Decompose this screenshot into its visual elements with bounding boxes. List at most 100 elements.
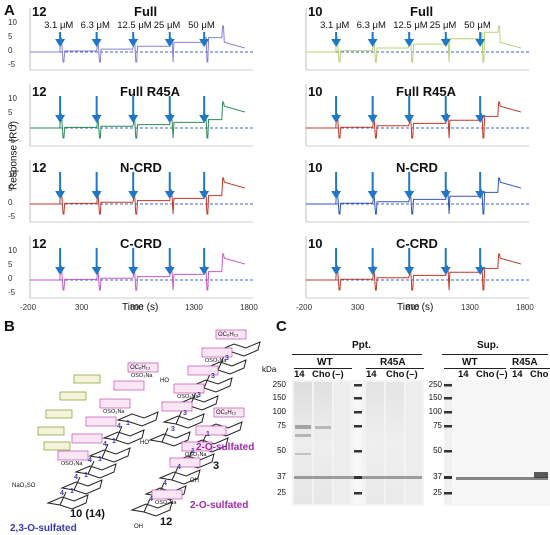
group-oso3na-1: OSO₃Na <box>131 373 153 379</box>
x-tick-label: -200 <box>20 303 37 312</box>
ppt-divider <box>292 354 422 355</box>
x-tick-label: -200 <box>296 303 313 312</box>
condition-label: Full R45A <box>396 84 456 99</box>
injection-arrow <box>440 96 451 123</box>
response-trace <box>30 25 246 63</box>
y-tick-label: 5 <box>8 184 13 193</box>
injection-arrow <box>331 172 342 199</box>
injection-arrow <box>475 96 486 123</box>
concentration-label: 50 μM <box>464 20 491 31</box>
structure-drawing: 111 11 444 44 333 33 44 411 <box>37 329 261 517</box>
compound-14-number: (14) <box>85 508 105 520</box>
injection-arrow <box>404 248 415 275</box>
group-oh-1: OH <box>190 478 199 484</box>
r45a-underline-sup <box>510 368 550 369</box>
injection-arrow <box>91 32 102 47</box>
marker-label-sup: 37 <box>433 472 442 481</box>
marker-label-ppt: 25 <box>277 488 286 497</box>
sensorgram-plot <box>305 236 529 299</box>
panel-label-b: B <box>4 318 15 335</box>
concentration-label: 6.3 μM <box>356 20 386 31</box>
svg-text:4: 4 <box>149 496 153 503</box>
condition-label: C-CRD <box>120 236 162 251</box>
x-tick-label: 1800 <box>240 303 258 312</box>
marker-label-ppt: 100 <box>272 407 286 416</box>
compound-10-label: 10 (14) <box>70 508 105 520</box>
injection-arrow <box>404 96 415 123</box>
sensorgram-right-0: 10 Full 3.1 μM 6.3 μM 12.5 μM 25 μM 50 μM <box>298 4 533 74</box>
r45a-label-ppt: R45A <box>380 357 406 368</box>
marker-label-ppt: 37 <box>277 472 286 481</box>
compound-number-left: 12 <box>32 236 47 251</box>
x-tick-label: 300 <box>75 303 89 312</box>
sensorgram-plot <box>29 84 253 147</box>
injection-arrow <box>164 96 175 123</box>
injection-arrow <box>199 248 210 275</box>
svg-text:4: 4 <box>74 474 78 481</box>
x-tick-label: 800 <box>406 303 420 312</box>
x-axis-title-right: Time (s) <box>397 302 434 313</box>
svg-text:1: 1 <box>206 431 210 438</box>
compound-12-number: 12 <box>160 516 173 528</box>
sup-divider <box>442 354 548 355</box>
gel-image <box>292 380 550 506</box>
svg-text:4: 4 <box>163 480 167 487</box>
y-tick-label: 0 <box>8 274 13 283</box>
label-10-sulfation: 2,3-O-sulfated <box>10 523 77 534</box>
lane-label-ppt: 14 <box>366 369 377 380</box>
concentration-label: 12.5 μM <box>393 20 428 31</box>
injection-arrow <box>55 32 66 47</box>
y-tick-label: 5 <box>8 260 13 269</box>
compound-3-number: 3 <box>213 460 220 472</box>
injection-arrow <box>128 32 139 47</box>
compound-number-left: 12 <box>32 84 47 99</box>
group-ococ-left: OC₆H₁₃ <box>130 365 151 371</box>
y-tick-label: -5 <box>8 212 16 221</box>
group-oso3na-6: OSO₃Na <box>185 452 207 458</box>
marker-label-ppt: 250 <box>272 380 286 389</box>
marker-label-ppt: 150 <box>272 393 286 402</box>
gel-panel: kDa Ppt. Sup. WT R45A WT R45A 14 Cho (–) 14… <box>262 320 550 530</box>
injection-arrow <box>164 32 175 47</box>
group-ho-1: HO <box>140 440 149 446</box>
marker-label-sup: 50 <box>433 446 442 455</box>
response-trace <box>306 253 522 291</box>
condition-label: C-CRD <box>396 236 438 251</box>
y-tick-label: 0 <box>8 46 13 55</box>
sensorgram-plot <box>29 8 253 71</box>
lane-label-sup: 14 <box>512 369 523 380</box>
y-tick-label: 10 <box>8 170 17 179</box>
response-trace <box>306 101 522 139</box>
condition-label: Full <box>410 4 434 19</box>
injection-arrow <box>199 32 210 47</box>
concentration-label: 25 μM <box>429 20 457 31</box>
wt-label-ppt: WT <box>317 357 333 368</box>
lane-label-ppt: (–) <box>406 369 418 380</box>
compound-number-right: 10 <box>308 160 323 175</box>
sensorgram-plot <box>29 160 253 223</box>
condition-label: N-CRD <box>120 160 162 175</box>
injection-arrow <box>475 248 486 275</box>
sensorgram-left-1: 12 Full R45A 10 5 0 -5 <box>8 80 257 150</box>
svg-text:4: 4 <box>117 423 121 430</box>
injection-arrow <box>128 248 139 275</box>
compound-number-left: 12 <box>32 160 47 175</box>
panel-label-c: C <box>276 318 287 335</box>
group-oso3na-5: OSO₃Na <box>177 394 199 400</box>
compound-number-right: 10 <box>308 236 323 251</box>
x-tick-label: 1300 <box>461 303 479 312</box>
y-tick-label: -5 <box>8 60 16 69</box>
svg-text:1: 1 <box>126 420 130 427</box>
group-naso: NaO₃SO <box>12 483 36 489</box>
injection-arrow <box>91 96 102 123</box>
svg-text:1: 1 <box>70 488 74 495</box>
svg-text:1: 1 <box>112 438 116 445</box>
svg-text:4: 4 <box>88 457 92 464</box>
concentration-label: 50 μM <box>188 20 215 31</box>
r45a-label-sup: R45A <box>512 357 538 368</box>
wt-label-sup: WT <box>462 357 478 368</box>
sensorgram-right-1: 10 Full R45A <box>298 80 533 150</box>
svg-text:3: 3 <box>211 373 215 380</box>
injection-arrow <box>404 172 415 199</box>
